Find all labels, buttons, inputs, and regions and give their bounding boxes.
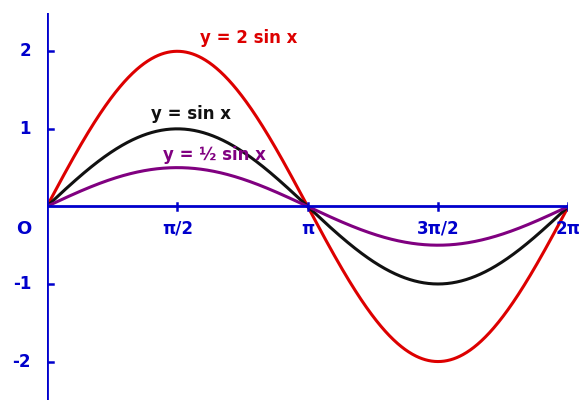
Text: y = sin x: y = sin x	[151, 105, 231, 123]
Text: 2: 2	[19, 42, 31, 60]
Text: -2: -2	[13, 352, 31, 371]
Text: π: π	[301, 220, 314, 238]
Text: π/2: π/2	[162, 220, 193, 238]
Text: -1: -1	[13, 275, 31, 293]
Text: y = 2 sin x: y = 2 sin x	[200, 30, 298, 48]
Text: O: O	[16, 220, 31, 238]
Text: 2π: 2π	[556, 220, 581, 238]
Text: y = ½ sin x: y = ½ sin x	[163, 146, 266, 164]
Text: 1: 1	[19, 120, 31, 138]
Text: 3π/2: 3π/2	[417, 220, 459, 238]
